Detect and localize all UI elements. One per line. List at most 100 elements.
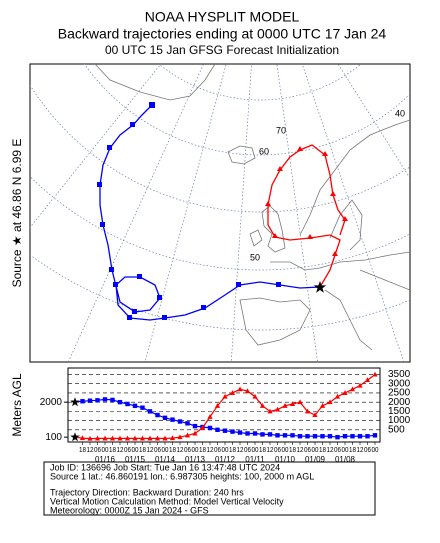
trajectory-100m [267,144,346,288]
trajectory-2000m-markers [97,102,281,320]
point-marker [282,433,288,438]
point-marker [327,434,333,439]
point-marker [230,429,235,434]
point-marker [335,434,340,440]
side-label: Source ★ at 46.86 N 6.99 E [10,139,24,288]
point-marker [162,415,168,421]
map: 40 70 60 50 [29,63,411,363]
point-marker [170,417,175,422]
point-marker [169,435,176,441]
map-grid-label: 40 [395,108,405,118]
point-marker [357,434,363,439]
point-marker [185,421,190,426]
map-grid [30,64,410,362]
x-tick-label: 00 [372,447,379,454]
date-label: 01/08 [335,455,356,464]
point-marker [267,432,273,437]
x-tick-label: 18 [349,447,356,454]
point-marker [215,427,220,432]
point-marker [342,434,348,439]
point-marker [80,399,85,404]
point-marker [252,393,258,399]
title: NOAA HYSPLIT MODEL [145,9,300,25]
point-marker [132,403,138,409]
x-tick-label: 06 [154,447,161,454]
point-marker [237,430,243,435]
start-marker [70,397,80,407]
point-marker [274,406,281,412]
x-tick-label: 06 [94,447,101,454]
x-tick-label: 12 [87,447,94,454]
point-marker [192,430,198,436]
x-tick-label: 12 [327,447,334,454]
footer-line: Vertical Motion Calculation Method: Mode… [50,496,284,506]
point-marker [139,435,146,441]
profile-frame [67,367,381,443]
point-marker [125,401,130,407]
map-grid-label: 60 [259,146,269,156]
x-tick-label: 00 [132,447,139,454]
y2-tick-label: 3000 [388,378,411,389]
point-marker [162,435,168,441]
point-marker [334,393,341,399]
x-tick-label: 18 [319,447,326,454]
x-tick-label: 00 [252,447,259,454]
x-tick-label: 00 [342,447,349,454]
point-marker [260,432,265,437]
point-marker [312,434,318,439]
point-marker [132,435,138,441]
x-tick-label: 18 [259,447,266,454]
point-marker [297,399,303,405]
footer-line: Meteorology: 0000Z 15 Jan 2024 - GFS [50,505,209,515]
footer-line: Source 1 lat.: 46.860191 lon.: 6.987305 … [50,471,314,481]
trajectory-100m-markers [265,146,348,256]
point-marker [350,434,355,439]
point-marker [297,434,303,439]
subtitle-2: 00 UTC 15 Jan GFSG Forecast Initializati… [105,43,339,57]
y-tick-label: 100 [45,432,62,443]
x-tick-label: 06 [124,447,131,454]
subtitle: Backward trajectories ending at 0000 UTC… [58,26,387,42]
point-marker [327,399,333,405]
date-label: 01/15 [125,455,146,464]
x-tick-label: 12 [117,447,124,454]
point-marker [305,434,310,439]
point-marker [110,397,115,403]
y2-tick-label: 1000 [388,415,411,426]
point-marker [304,408,311,414]
y-tick-label: 2000 [40,397,63,408]
y-axis-label: Meters AGL [10,373,24,437]
point-marker [290,433,295,438]
point-marker [319,403,326,408]
point-marker [154,435,161,441]
footer-line: Job ID: 136696 Job Start: Tue Jan 16 13:… [50,462,280,472]
point-marker [117,399,123,405]
x-tick-label: 00 [282,447,289,454]
point-marker [79,435,86,441]
x-tick-label: 12 [147,447,154,454]
point-marker [267,408,273,414]
point-marker [289,401,296,406]
y2-tick-label: 1500 [388,406,411,417]
point-marker [155,412,160,418]
point-marker [275,433,280,438]
point-marker [177,419,183,424]
point-marker [342,390,348,395]
x-tick-label: 00 [312,447,319,454]
x-tick-label: 00 [102,447,109,454]
x-tick-label: 12 [207,447,214,454]
point-marker [94,435,101,441]
date-label: 01/11 [245,455,265,464]
x-tick-label: 00 [192,447,199,454]
x-tick-label: 18 [289,447,296,454]
point-marker [147,409,153,414]
x-tick-label: 00 [162,447,169,454]
x-tick-label: 12 [357,447,364,454]
x-tick-label: 18 [79,447,86,454]
point-marker [102,397,108,402]
y2-tick-label: 2000 [388,397,411,408]
point-marker [259,403,266,408]
x-tick-label: 12 [237,447,244,454]
date-label: 01/14 [155,455,176,464]
